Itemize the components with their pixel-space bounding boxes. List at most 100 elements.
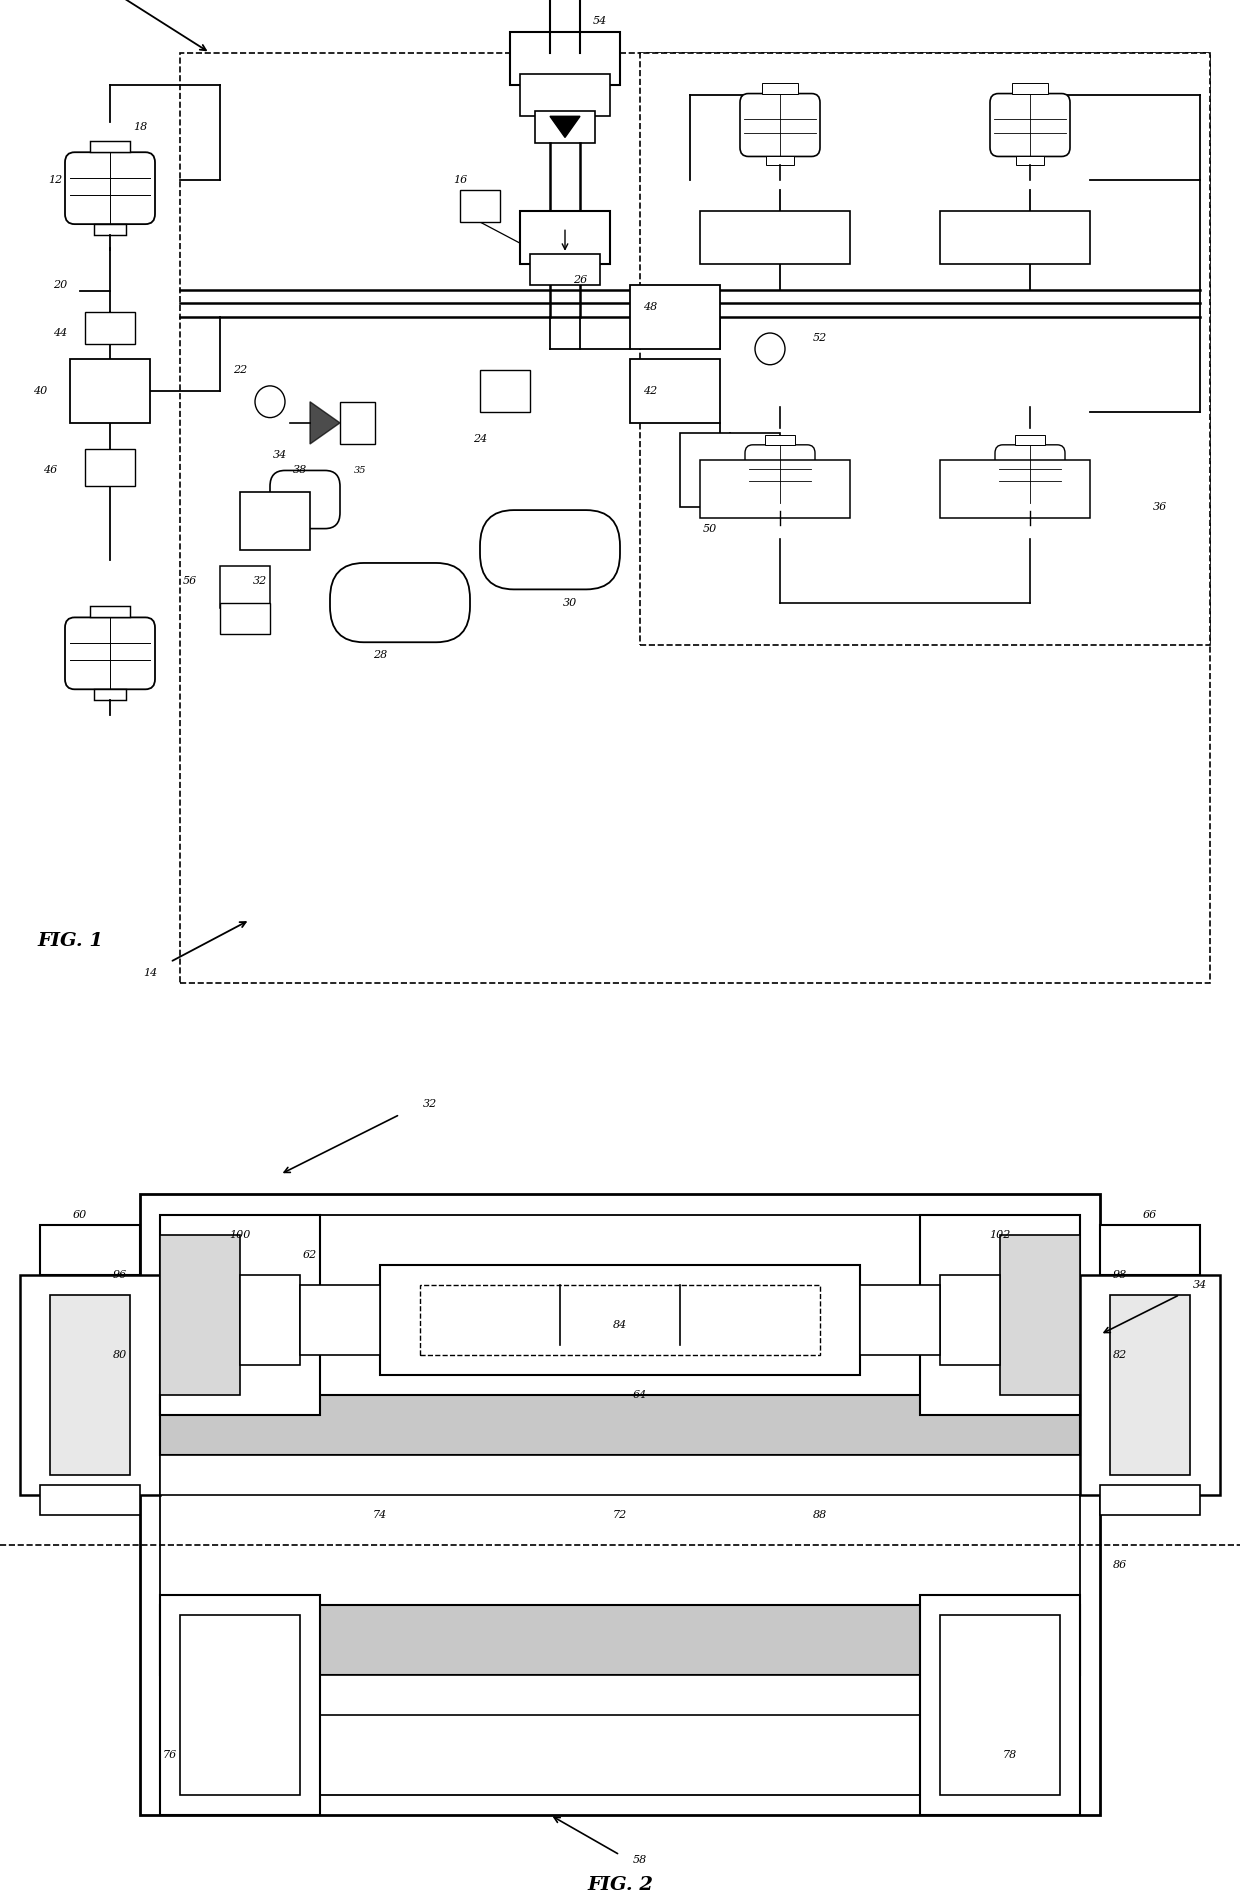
Bar (534, 112, 595, 142)
Bar (219, 603, 270, 635)
Bar (20, 1275, 160, 1495)
Bar (160, 1675, 1080, 1715)
FancyBboxPatch shape (740, 93, 820, 157)
Bar (1017, 504, 1043, 512)
Bar (1014, 436, 1045, 445)
Bar (160, 1215, 320, 1416)
Text: 76: 76 (162, 1749, 177, 1760)
Bar (50, 1294, 130, 1474)
Bar (630, 360, 720, 423)
Bar (520, 74, 610, 116)
Bar (529, 254, 600, 286)
Bar (940, 212, 1090, 263)
Text: 26: 26 (573, 275, 587, 284)
Bar (940, 1275, 999, 1364)
Bar (510, 32, 620, 85)
Bar (999, 1234, 1080, 1395)
Bar (460, 190, 500, 222)
Bar (680, 434, 780, 508)
Text: 44: 44 (53, 328, 67, 337)
Text: 24: 24 (472, 434, 487, 443)
Text: 98: 98 (1112, 1270, 1127, 1279)
Text: 80: 80 (113, 1349, 128, 1359)
Text: 54: 54 (593, 17, 608, 27)
Text: 82: 82 (1112, 1349, 1127, 1359)
Text: 52: 52 (813, 334, 827, 343)
FancyBboxPatch shape (994, 445, 1065, 504)
Bar (940, 460, 1090, 517)
Bar (160, 1395, 1080, 1455)
Text: 72: 72 (613, 1510, 627, 1520)
Bar (241, 1275, 300, 1364)
Text: 74: 74 (373, 1510, 387, 1520)
Text: 56: 56 (182, 576, 197, 586)
Bar (160, 1605, 1080, 1675)
Bar (40, 1224, 140, 1275)
Bar (300, 1285, 379, 1355)
Text: 46: 46 (43, 466, 57, 476)
Text: 86: 86 (1112, 1560, 1127, 1569)
Text: 34: 34 (273, 449, 288, 460)
Bar (480, 370, 529, 413)
Bar (763, 83, 797, 93)
Bar (920, 1596, 1080, 1815)
Bar (1016, 157, 1044, 165)
Text: 14: 14 (143, 968, 157, 978)
Text: 16: 16 (453, 174, 467, 184)
FancyBboxPatch shape (330, 563, 470, 642)
Bar (160, 1455, 1080, 1495)
Text: 78: 78 (1003, 1749, 1017, 1760)
Bar (701, 460, 849, 517)
Text: 32: 32 (253, 576, 267, 586)
Bar (630, 286, 720, 349)
Bar (940, 1615, 1060, 1795)
Bar (160, 1234, 241, 1395)
Bar (861, 1285, 940, 1355)
Text: 34: 34 (1193, 1279, 1207, 1290)
Text: FIG. 2: FIG. 2 (587, 1876, 653, 1893)
Bar (219, 565, 270, 608)
Bar (180, 53, 1210, 984)
Text: 62: 62 (303, 1249, 317, 1260)
Text: 30: 30 (563, 597, 577, 608)
FancyBboxPatch shape (480, 510, 620, 589)
Text: 35: 35 (353, 466, 366, 476)
Bar (765, 436, 795, 445)
Text: 32: 32 (423, 1099, 438, 1109)
Text: FIG. 1: FIG. 1 (37, 932, 103, 949)
Bar (160, 1215, 1080, 1795)
Bar (920, 1215, 1080, 1416)
Text: 12: 12 (48, 174, 62, 184)
Bar (180, 1615, 300, 1795)
Bar (91, 606, 130, 618)
Text: 20: 20 (53, 280, 67, 290)
Bar (1080, 1275, 1220, 1495)
Text: 38: 38 (293, 466, 308, 476)
Text: 48: 48 (642, 301, 657, 311)
FancyBboxPatch shape (990, 93, 1070, 157)
FancyBboxPatch shape (270, 470, 340, 529)
Text: 18: 18 (133, 121, 148, 133)
Text: 40: 40 (33, 387, 47, 396)
Text: 96: 96 (113, 1270, 128, 1279)
Text: 28: 28 (373, 650, 387, 661)
Bar (640, 53, 1210, 644)
Text: 36: 36 (1153, 502, 1167, 512)
Bar (765, 157, 795, 165)
Bar (40, 1484, 140, 1514)
Text: 64: 64 (632, 1389, 647, 1400)
Bar (94, 224, 126, 235)
Bar (1012, 83, 1048, 93)
Bar (420, 1285, 820, 1355)
Text: 50: 50 (703, 523, 717, 534)
FancyBboxPatch shape (64, 618, 155, 690)
Bar (69, 360, 150, 423)
Bar (140, 1194, 1100, 1815)
FancyBboxPatch shape (745, 445, 815, 504)
Bar (379, 1264, 861, 1374)
Bar (86, 313, 135, 343)
Bar (1100, 1484, 1200, 1514)
Text: 102: 102 (990, 1230, 1011, 1239)
Bar (160, 1596, 320, 1815)
Bar (340, 402, 374, 443)
